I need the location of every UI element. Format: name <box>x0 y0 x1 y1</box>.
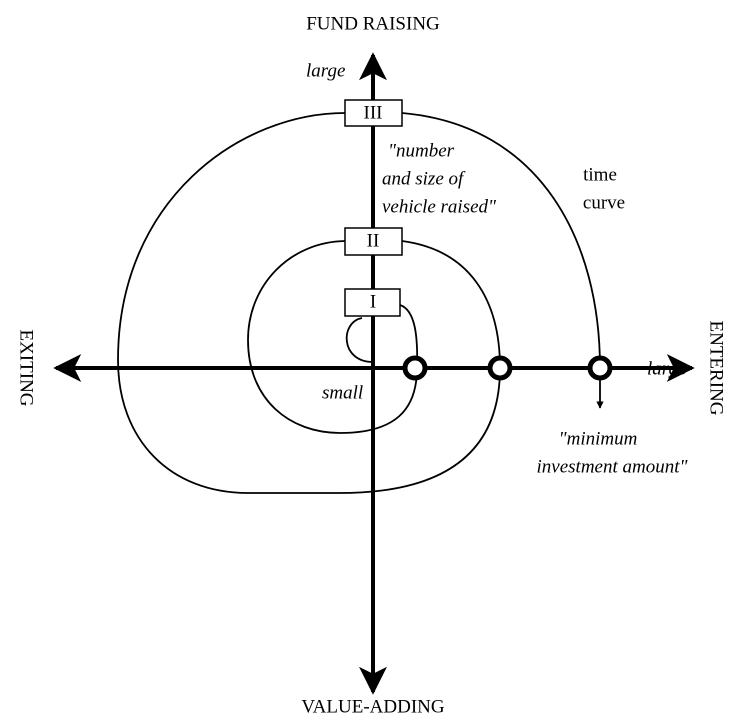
label: large <box>306 60 345 81</box>
description: curve <box>583 192 625 213</box>
stage-box <box>344 227 403 256</box>
description: time <box>583 164 617 185</box>
marker <box>402 355 428 381</box>
curve <box>117 112 501 494</box>
stage-label: II <box>367 230 380 251</box>
curve <box>247 240 419 434</box>
description: vehicle raised" <box>382 196 497 217</box>
stage-label: I <box>370 291 376 312</box>
marker <box>487 355 513 381</box>
axis-title: VALUE-ADDING <box>301 696 444 717</box>
description: "minimum <box>559 428 638 449</box>
axis-title: ENTERING <box>706 321 727 416</box>
description: and size of <box>382 168 466 189</box>
label: large <box>647 358 686 379</box>
axis-title: FUND RAISING <box>306 13 440 34</box>
time-curve <box>401 112 604 409</box>
stage-box <box>344 288 401 317</box>
axis-title: EXITING <box>16 329 37 406</box>
stage-label: III <box>364 102 383 123</box>
description: investment amount" <box>537 456 689 477</box>
stage-box <box>344 99 403 127</box>
description: "number <box>388 140 455 161</box>
curve <box>345 317 374 363</box>
marker <box>587 355 613 381</box>
label: small <box>322 382 363 403</box>
